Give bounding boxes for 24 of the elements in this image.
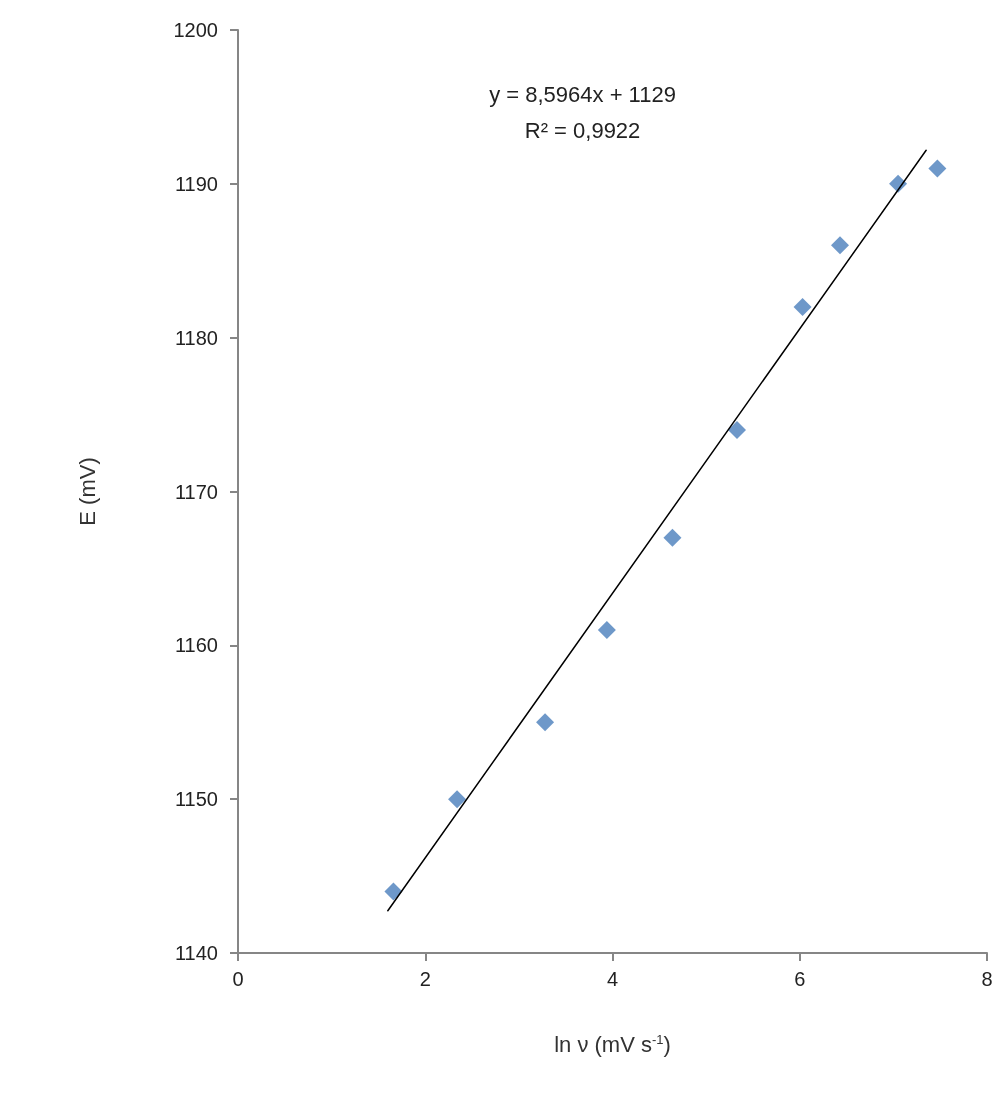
point [384,882,403,901]
x-tick-label: 4 [606,968,619,990]
y-axis-title: E (mV) [74,457,100,526]
y-tick-label: 1140 [174,942,218,964]
point [728,420,747,439]
point [597,620,616,639]
x-tick-label: 8 [981,968,993,990]
point [536,713,555,732]
y-tick-label: 1190 [174,172,218,195]
y-tick-label: 1180 [174,326,218,349]
annotation: y = 8,5964x + 1129 [489,82,676,108]
point [831,236,850,255]
point [663,528,682,547]
y-tick-label: 1160 [174,634,218,657]
point [928,159,947,178]
x-tick-label: 2 [419,968,431,990]
annotation: R² = 0,9922 [524,118,641,144]
point [793,297,812,316]
x-tick-label: 6 [794,968,806,990]
y-tick-label: 1150 [174,788,218,811]
point [448,790,467,809]
y-tick-label: 1200 [173,19,218,41]
y-tick-label: 1170 [174,480,218,503]
x-tick-label: 0 [232,968,244,990]
